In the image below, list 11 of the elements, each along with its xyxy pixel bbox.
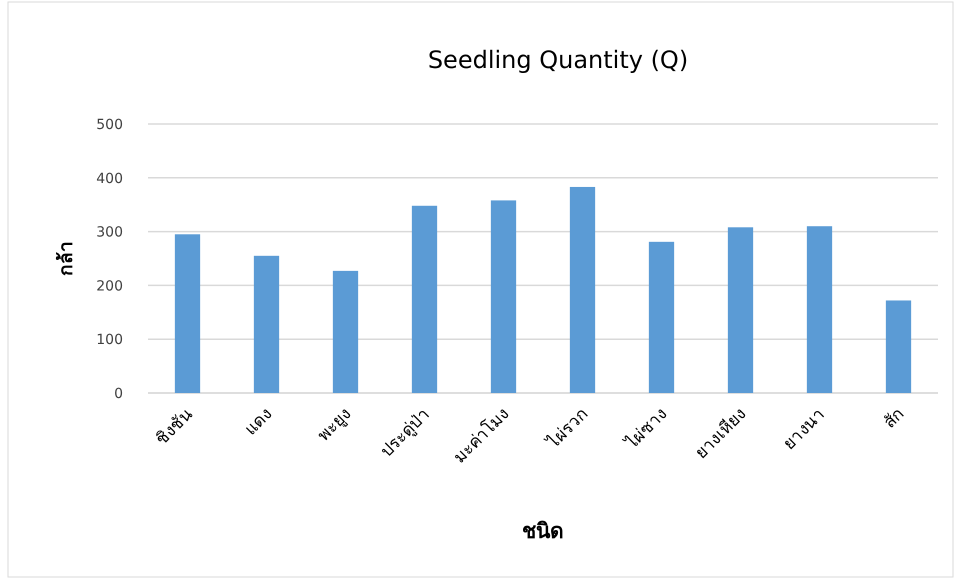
y-tick-label: 300 [96,224,123,241]
x-axis-title: ชนิด [522,519,564,543]
y-axis-title: กล้า [55,241,77,276]
x-tick-label: แดง [240,404,276,440]
chart-title: Seedling Quantity (Q) [428,46,688,74]
y-tick-label: 500 [96,117,123,133]
y-tick-label: 400 [96,170,123,187]
y-tick-label: 100 [96,332,123,348]
y-tick-label: 0 [114,386,123,402]
y-tick-label: 200 [96,278,123,294]
x-tick-label: สัก [880,404,908,433]
